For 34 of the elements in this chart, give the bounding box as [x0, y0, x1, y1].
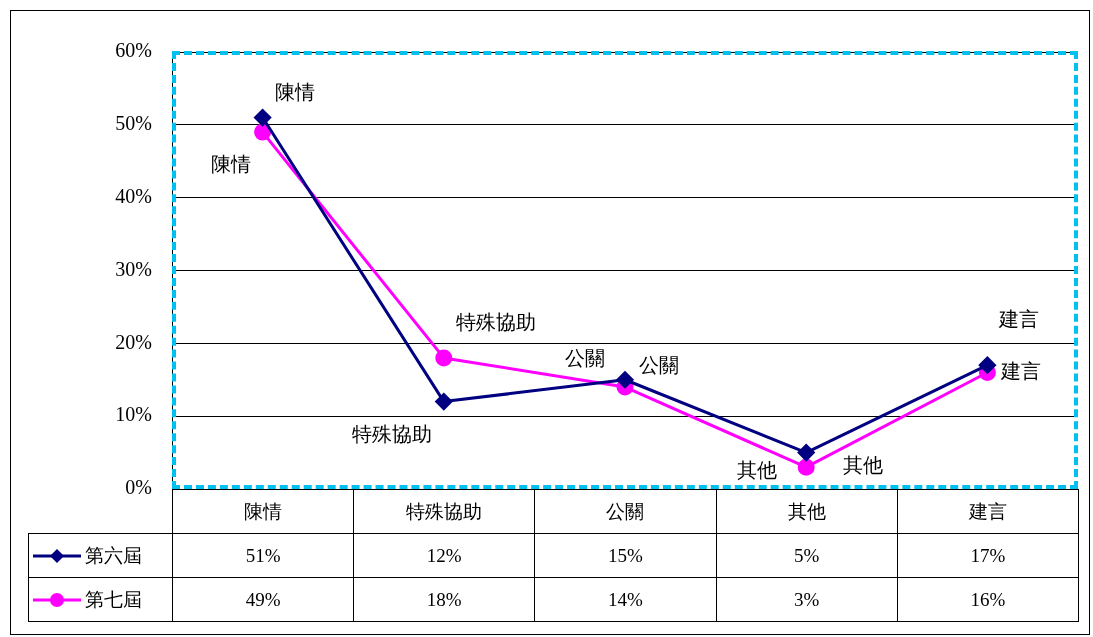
x-tick-label: 陳情 [172, 489, 354, 534]
y-tick-label: 10% [115, 403, 152, 426]
annotation: 公關 [564, 346, 605, 371]
y-tick-label: 0% [125, 476, 152, 499]
x-tick-label: 特殊協助 [353, 489, 535, 534]
x-tick-label: 建言 [897, 489, 1079, 534]
y-tick-label: 50% [115, 112, 152, 135]
legend-label: 第六屆 [85, 543, 142, 566]
annotation: 建言 [1000, 358, 1042, 383]
x-tick-label: 公關 [534, 489, 717, 534]
data-label: 18% [353, 577, 535, 622]
data-label: 14% [534, 577, 717, 622]
y-tick-label: 40% [115, 184, 152, 207]
annotation: 其他 [736, 457, 777, 482]
y-tick-label: 30% [115, 257, 152, 280]
annotation: 建言 [998, 307, 1040, 332]
annotation: 特殊協助 [351, 421, 432, 446]
data-label: 49% [172, 577, 354, 622]
annotation: 陳情 [274, 79, 315, 104]
x-tick-label: 其他 [716, 489, 898, 534]
annotation: 特殊協助 [455, 310, 536, 335]
legend-label: 第七屆 [85, 587, 142, 610]
data-label: 16% [897, 577, 1079, 622]
y-tick-label: 60% [115, 39, 152, 62]
annotation: 陳情 [210, 152, 251, 177]
data-label: 5% [716, 533, 898, 578]
data-label: 12% [353, 533, 535, 578]
y-tick-label: 20% [115, 330, 152, 353]
annotation: 其他 [843, 453, 884, 478]
annotation: 公關 [638, 352, 679, 377]
data-label: 17% [897, 533, 1079, 578]
data-label: 3% [716, 577, 898, 622]
data-label: 15% [534, 533, 717, 578]
data-label: 51% [172, 533, 354, 578]
